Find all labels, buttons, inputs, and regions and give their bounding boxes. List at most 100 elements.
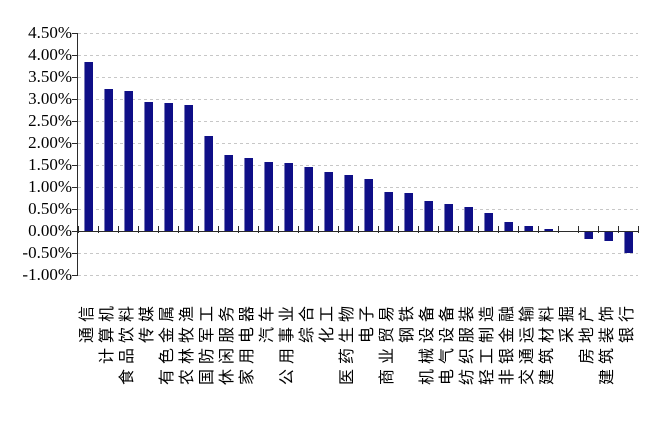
x-axis-tick: [458, 226, 459, 233]
bar: [323, 172, 333, 231]
y-axis-tick: [72, 165, 77, 166]
bar: [103, 89, 113, 231]
x-axis-tick: [138, 226, 139, 233]
bar: [623, 232, 633, 253]
y-axis-tick: [72, 275, 77, 276]
bar: [543, 229, 553, 231]
bar: [303, 167, 313, 231]
x-axis-tick: [178, 226, 179, 233]
bar: [403, 193, 413, 231]
x-axis-tick: [98, 226, 99, 233]
x-axis-tick: [118, 226, 119, 233]
x-axis-tick: [618, 226, 619, 233]
gridline: [78, 55, 638, 56]
x-axis-tick: [258, 226, 259, 233]
bar: [223, 155, 233, 231]
y-tick-label: 2.50%: [28, 111, 72, 130]
gridline: [78, 33, 638, 34]
x-axis-tick: [278, 226, 279, 233]
y-tick-label: 0.50%: [28, 199, 72, 218]
y-tick-label: -1.00%: [22, 265, 72, 284]
bar: [523, 226, 533, 231]
y-axis-tick: [72, 55, 77, 56]
x-tick-label: 采掘: [559, 301, 576, 344]
x-axis-tick: [498, 226, 499, 233]
x-tick-label: 机械设备: [419, 301, 436, 386]
x-tick-label: 电气设备: [439, 301, 456, 386]
x-axis-tick: [398, 226, 399, 233]
x-tick-label: 汽车: [259, 301, 276, 344]
gridline: [78, 99, 638, 100]
bar: [263, 162, 273, 231]
x-tick-label: 综合: [299, 301, 316, 344]
x-tick-label: 银行: [619, 301, 636, 344]
bar: [603, 232, 613, 241]
bar: [343, 175, 353, 231]
x-axis-tick: [338, 226, 339, 233]
x-tick-label: 家用电器: [239, 301, 256, 386]
y-axis-tick: [72, 209, 77, 210]
x-axis-tick: [598, 226, 599, 233]
bar: [423, 201, 433, 231]
bar: [163, 103, 173, 231]
bar: [483, 213, 493, 231]
x-tick-label: 房地产: [579, 301, 596, 365]
x-axis-tick: [558, 226, 559, 233]
y-tick-label: 2.00%: [28, 133, 72, 152]
gridline: [78, 187, 638, 188]
x-axis-tick: [518, 226, 519, 233]
x-tick-label: 非银金融: [499, 301, 516, 386]
x-tick-label: 国防军工: [199, 301, 216, 386]
gridline: [78, 143, 638, 144]
y-tick-label: -0.50%: [22, 243, 72, 262]
x-tick-label: 农林牧渔: [179, 301, 196, 386]
x-axis-tick: [78, 226, 79, 233]
x-axis-tick: [478, 226, 479, 233]
bar: [123, 91, 133, 231]
y-tick-label: 4.00%: [28, 45, 72, 64]
x-tick-label: 通信: [79, 301, 96, 344]
bar: [463, 207, 473, 231]
x-tick-label: 有色金属: [159, 301, 176, 386]
y-tick-label: 4.50%: [28, 23, 72, 42]
x-tick-label: 计算机: [99, 301, 116, 365]
x-tick-label: 公用事业: [279, 301, 296, 386]
x-axis-tick: [238, 226, 239, 233]
bar: [443, 204, 453, 231]
x-tick-label: 医药生物: [339, 301, 356, 386]
bar: [243, 158, 253, 231]
bar: [83, 62, 93, 231]
x-axis-tick: [198, 226, 199, 233]
bar: [583, 232, 593, 239]
x-tick-label: 交通运输: [519, 301, 536, 386]
bar: [503, 222, 513, 231]
x-axis-tick: [358, 226, 359, 233]
x-tick-label: 传媒: [139, 301, 156, 344]
x-axis-tick: [318, 226, 319, 233]
y-axis-tick: [72, 253, 77, 254]
gridline: [78, 275, 638, 276]
x-axis-tick: [158, 226, 159, 233]
y-tick-label: 3.50%: [28, 67, 72, 86]
bar: [383, 192, 393, 231]
x-axis-tick: [378, 226, 379, 233]
y-tick-label: 0.00%: [28, 221, 72, 240]
bar: [143, 102, 153, 231]
x-tick-label: 电子: [359, 301, 376, 344]
x-axis-tick: [578, 226, 579, 233]
y-axis-tick: [72, 143, 77, 144]
y-axis-tick: [72, 99, 77, 100]
x-tick-label: 休闲服务: [219, 301, 236, 386]
x-tick-label: 建筑装饰: [599, 301, 616, 386]
x-tick-label: 纺织服装: [459, 301, 476, 386]
gridline: [78, 253, 638, 254]
x-axis-line: [77, 231, 638, 232]
y-axis-tick: [72, 121, 77, 122]
y-tick-label: 3.00%: [28, 89, 72, 108]
y-axis-tick: [72, 77, 77, 78]
x-tick-label: 化工: [319, 301, 336, 344]
y-axis-tick: [72, 33, 77, 34]
gridline: [78, 209, 638, 210]
